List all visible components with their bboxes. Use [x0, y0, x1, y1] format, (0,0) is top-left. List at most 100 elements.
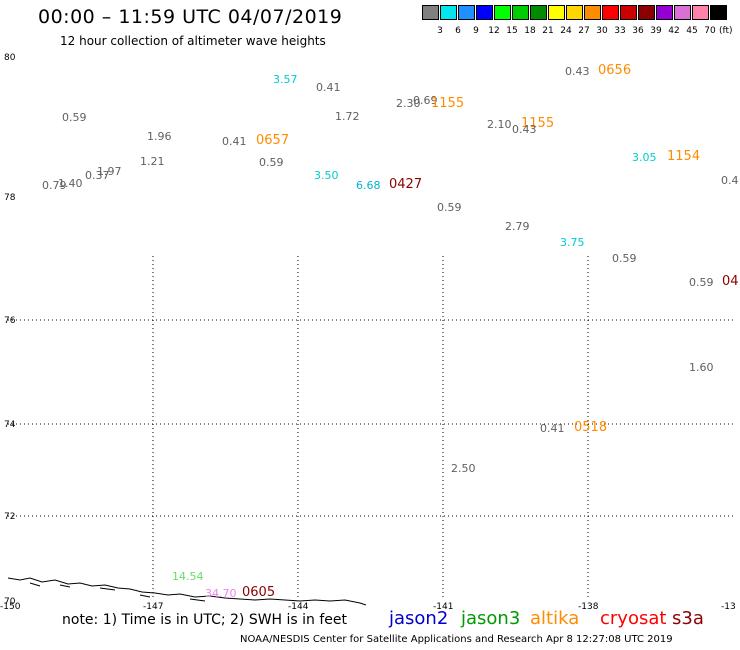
legend-swatch-label: 27 — [578, 26, 590, 36]
pass-time-label: 0605 — [242, 585, 276, 600]
longitude-label: -141 — [433, 602, 453, 612]
pass-time-label: 1154 — [667, 149, 701, 164]
wave-height-label: 3.05 — [632, 151, 657, 164]
wave-height-label: 0.59 — [259, 156, 284, 169]
wave-height-label: 1.96 — [147, 130, 172, 143]
legend-swatch-label: 9 — [473, 26, 479, 36]
page-title: 00:00 – 11:59 UTC 04/07/2019 — [38, 6, 343, 28]
legend-swatch-label: 24 — [560, 26, 572, 36]
legend-swatch — [458, 5, 475, 20]
latitude-label: 70 — [4, 597, 16, 607]
legend-swatch — [692, 5, 709, 20]
legend-swatch — [566, 5, 583, 20]
legend-swatch — [494, 5, 511, 20]
footer-note: note: 1) Time is in UTC; 2) SWH is in fe… — [62, 612, 348, 628]
wave-height-label: 0.41 — [540, 422, 565, 435]
pass-time-label: 0656 — [598, 63, 632, 78]
pass-time-label: 04 — [722, 274, 739, 289]
wave-height-label: 0.43 — [565, 65, 590, 78]
wave-height-label: 0.59 — [689, 276, 714, 289]
satellite-name: jason2 — [389, 608, 449, 629]
pass-time-label: 0657 — [256, 133, 290, 148]
coastline — [7, 577, 367, 606]
pass-time-label: 1155 — [431, 96, 465, 111]
wave-height-label: 3.57 — [273, 73, 298, 86]
legend-swatch — [674, 5, 691, 20]
legend-unit: (ft) — [719, 26, 733, 36]
longitude-label: -138 — [578, 602, 599, 612]
wave-height-label: 2.79 — [505, 220, 530, 233]
wave-height-label: 0.41 — [316, 81, 341, 94]
legend-swatch — [638, 5, 655, 20]
wave-height-label: 0.37 — [85, 169, 110, 182]
coastline-detail — [29, 582, 206, 602]
legend-swatch-label: 70 — [704, 26, 716, 36]
wave-height-label: 3.75 — [560, 236, 585, 249]
legend-swatch — [440, 5, 457, 20]
wave-height-label: 2.50 — [451, 462, 476, 475]
pass-time-label: 1155 — [521, 116, 555, 131]
legend-swatch-label: 45 — [686, 26, 698, 36]
latitude-label: 78 — [4, 193, 16, 203]
satellite-name: s3a — [672, 608, 704, 629]
legend-swatch-label: 15 — [506, 26, 518, 36]
wave-height-label: 2.10 — [487, 118, 512, 131]
pass-time-label: 0518 — [574, 420, 608, 435]
wave-height-label: 1.60 — [689, 361, 714, 374]
wave-height-label: 6.68 — [356, 179, 381, 192]
satellite-name: cryosat — [600, 608, 667, 629]
page-subtitle: 12 hour collection of altimeter wave hei… — [60, 34, 326, 48]
longitude-label: -147 — [143, 602, 163, 612]
latitude-label: 74 — [4, 420, 16, 430]
legend-swatch — [548, 5, 565, 20]
legend-swatch-label: 18 — [524, 26, 536, 36]
wave-height-label: 3.50 — [314, 169, 339, 182]
legend-swatch — [476, 5, 493, 20]
legend-swatch-label: 42 — [668, 26, 680, 36]
legend-swatch-label: 36 — [632, 26, 644, 36]
legend-swatch-label: 6 — [455, 26, 461, 36]
legend-swatch-label: 3 — [437, 26, 443, 36]
pass-time-label: 0427 — [389, 177, 423, 192]
satellite-name: jason3 — [461, 608, 521, 629]
legend-swatch-label: 39 — [650, 26, 662, 36]
wave-height-label: 0.4 — [721, 174, 739, 187]
legend-swatch — [512, 5, 529, 20]
legend-swatch-label: 33 — [614, 26, 626, 36]
credit-line: NOAA/NESDIS Center for Satellite Applica… — [240, 634, 673, 645]
wave-height-label: 0.43 — [512, 123, 537, 136]
legend-swatch — [602, 5, 619, 20]
longitude-label: -150 — [0, 602, 21, 612]
axis-labels: 80 78 76 74 72 70-150 -147 -144 -141 -138 -13 — [0, 53, 736, 612]
wave-height-label: 14.54 — [172, 570, 204, 583]
map-grid — [8, 256, 735, 600]
legend-swatch-label: 12 — [488, 26, 500, 36]
latitude-label: 72 — [4, 512, 15, 522]
satellite-name: altika — [530, 608, 580, 629]
wave-height-label: 1.21 — [140, 155, 165, 168]
latitude-label: 76 — [4, 316, 16, 326]
legend-swatch — [620, 5, 637, 20]
wave-height-label: 1.97 — [97, 165, 122, 178]
legend-swatch-label: 21 — [542, 26, 554, 36]
legend-swatch — [710, 5, 727, 20]
legend-swatch — [656, 5, 673, 20]
wave-height-label: 0.59 — [437, 201, 462, 214]
legend-swatch — [530, 5, 547, 20]
legend-swatch-label: 30 — [596, 26, 608, 36]
wave-height-label: 0.59 — [62, 111, 87, 124]
wave-height-label: 0.41 — [222, 135, 247, 148]
latitude-label: 80 — [4, 53, 16, 63]
wave-height-label: 0.59 — [612, 252, 637, 265]
wave-height-label: 0.69 — [413, 94, 438, 107]
color-scale-legend: 3 6 9 12 15 18 21 24 27 30 33 36 39 42 45 70 (ft) — [422, 5, 740, 39]
wave-height-label: 34.70 — [205, 587, 237, 600]
legend-swatch — [422, 5, 439, 20]
longitude-label: -13 — [721, 602, 736, 612]
wave-height-label: 2.30 — [396, 97, 421, 110]
wave-height-label: 0.79 — [42, 179, 67, 192]
wave-height-label: 1.40 — [58, 177, 83, 190]
longitude-label: -144 — [288, 602, 309, 612]
